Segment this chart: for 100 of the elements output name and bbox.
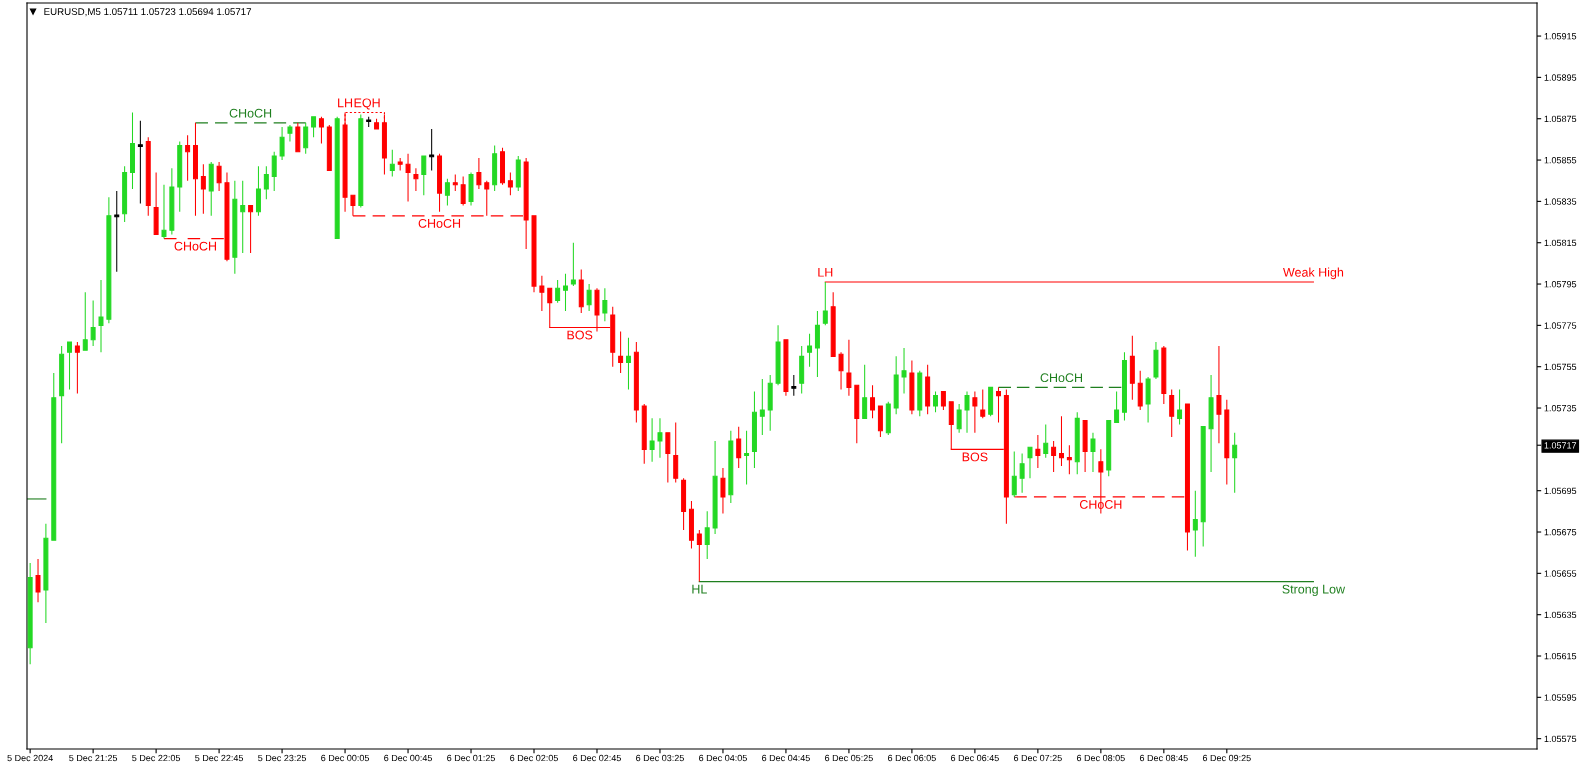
candlestick: [1169, 388, 1175, 438]
candlestick: [799, 345, 805, 395]
candlestick: [720, 467, 726, 514]
candlestick: [1184, 403, 1190, 552]
x-tick-label: 5 Dec 21:25: [69, 754, 118, 762]
y-tick-label: 1.05755: [1544, 363, 1577, 371]
candlestick: [1035, 434, 1041, 469]
candlestick: [885, 401, 891, 436]
x-tick-label: 5 Dec 22:45: [195, 754, 244, 762]
candlestick: [862, 364, 868, 419]
candlestick: [122, 165, 128, 223]
annotation: Weak High: [1283, 267, 1344, 280]
annotation: CHoCH: [229, 108, 272, 118]
x-tick-label: 6 Dec 08:45: [1139, 754, 1188, 762]
x-tick-label: 6 Dec 05:25: [825, 754, 873, 762]
candlestick: [311, 116, 317, 138]
candlestick: [1074, 411, 1080, 475]
x-tick-label: 6 Dec 07:25: [1013, 754, 1062, 762]
candlestick: [846, 339, 852, 397]
y-tick-label: 1.05875: [1544, 115, 1577, 123]
candlestick: [74, 341, 80, 395]
candlestick: [326, 124, 332, 171]
candlestick: [492, 145, 498, 192]
candlestick: [901, 347, 907, 395]
annotation: CHoCH: [1040, 373, 1082, 383]
candlestick: [255, 165, 261, 217]
candlestick: [263, 165, 269, 200]
candlestick: [783, 339, 789, 397]
candlestick: [389, 149, 395, 178]
candlestick: [1161, 345, 1167, 405]
x-tick-label: 6 Dec 00:45: [384, 754, 433, 762]
candlestick: [759, 378, 765, 436]
candlestick: [287, 124, 293, 142]
candlestick: [1216, 345, 1222, 444]
annotation: EQH: [354, 98, 380, 110]
candlestick: [232, 180, 238, 275]
candlestick: [539, 275, 545, 312]
annotation: Strong Low: [1282, 584, 1346, 597]
candlestick: [405, 153, 411, 202]
candlestick: [216, 161, 222, 192]
y-tick-label: 1.05915: [1544, 33, 1577, 40]
y-tick-label: 1.05835: [1544, 198, 1577, 205]
candlestick: [67, 341, 72, 390]
candlestick: [177, 140, 183, 213]
annotation: BOS: [567, 330, 593, 340]
candlestick: [334, 116, 340, 240]
candlestick: [649, 417, 655, 463]
candlestick: [1153, 341, 1159, 380]
candlestick: [909, 359, 915, 415]
candlestick: [964, 390, 970, 434]
candlestick: [791, 374, 797, 397]
candlestick: [696, 529, 702, 583]
candlestick: [98, 279, 104, 353]
candlestick: [318, 116, 324, 145]
candlestick: [1019, 452, 1025, 494]
y-tick-label: 1.05675: [1544, 528, 1577, 536]
candlestick: [1066, 444, 1072, 475]
candlestick: [531, 215, 537, 293]
candlestick: [295, 122, 301, 153]
candlestick: [137, 120, 143, 204]
candlestick: [413, 167, 419, 192]
candlestick: [130, 112, 135, 190]
candlestick: [1043, 424, 1049, 459]
candlestick: [744, 430, 750, 486]
candlestick: [673, 421, 679, 483]
x-tick-label: 6 Dec 09:25: [1202, 754, 1251, 762]
candlestick: [523, 157, 529, 250]
x-tick-label: 6 Dec 02:45: [573, 754, 621, 762]
candlestick: [602, 287, 608, 322]
candlestick: [1114, 390, 1120, 424]
candlestick: [972, 390, 978, 434]
candlestick: [303, 122, 309, 155]
y-tick-label: 1.05815: [1544, 239, 1577, 247]
candlestick: [1059, 415, 1064, 467]
candlestick: [854, 384, 860, 444]
x-tick-label: 6 Dec 08:05: [1076, 754, 1125, 762]
candlestick: [366, 116, 372, 128]
chart-title: EURUSD,M5 1.05711 1.05723 1.05694 1.05717: [44, 8, 252, 17]
candlestick: [507, 171, 513, 196]
x-tick-label: 6 Dec 03:25: [636, 754, 684, 762]
x-tick-label: 5 Dec 2024: [7, 754, 53, 762]
candlestick: [830, 291, 836, 357]
candlestick: [421, 155, 427, 196]
candlestick: [1121, 351, 1127, 421]
candlestick: [996, 386, 1001, 424]
y-tick-label: 1.05615: [1544, 652, 1577, 660]
candlestick: [712, 440, 718, 535]
y-tick-label: 1.05795: [1544, 281, 1577, 288]
candlestick: [1145, 376, 1151, 424]
candlestick: [893, 355, 899, 415]
candlestick: [807, 333, 813, 368]
candlestick: [1224, 399, 1230, 486]
candlestick: [374, 118, 380, 130]
candlestick: [822, 281, 828, 326]
x-tick-label: 6 Dec 00:05: [321, 754, 370, 762]
candlestick: [208, 161, 214, 217]
candlestick: [751, 390, 757, 469]
candlestick: [1090, 432, 1096, 473]
y-tick-label: 1.05635: [1544, 611, 1577, 619]
candlestick: [271, 151, 277, 192]
